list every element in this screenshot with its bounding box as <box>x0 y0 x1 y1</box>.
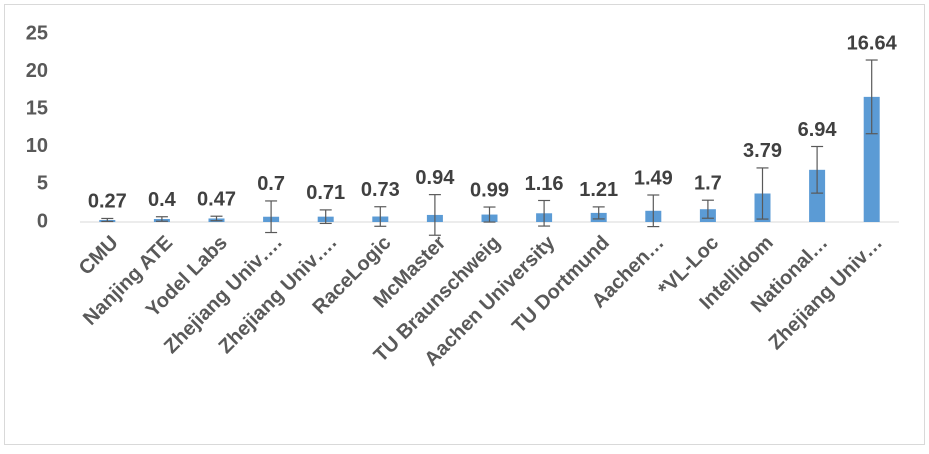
data-label: 0.7 <box>257 173 285 195</box>
y-tick-label: 20 <box>26 60 48 82</box>
data-label: 6.94 <box>798 119 838 141</box>
data-label: 0.27 <box>88 191 127 213</box>
data-label: 0.94 <box>415 167 455 189</box>
y-tick-label: 5 <box>37 173 48 195</box>
y-tick-label: 15 <box>26 97 48 119</box>
data-label: 1.21 <box>579 179 618 201</box>
bar <box>809 169 826 222</box>
y-tick-label: 0 <box>37 210 48 232</box>
data-label: 16.64 <box>847 32 898 54</box>
data-label: 0.71 <box>306 182 345 204</box>
bar <box>863 96 880 222</box>
data-label: 0.47 <box>197 188 236 210</box>
data-label: 1.49 <box>634 167 673 189</box>
data-label: 0.73 <box>361 179 400 201</box>
data-label: 0.4 <box>148 189 177 211</box>
data-label: 3.79 <box>743 140 782 162</box>
y-tick-label: 10 <box>26 135 48 157</box>
data-label: 0.99 <box>470 179 509 201</box>
data-label: 1.16 <box>525 173 564 195</box>
y-tick-label: 25 <box>26 22 48 44</box>
chart-border <box>4 4 925 445</box>
data-label: 1.7 <box>694 172 722 194</box>
